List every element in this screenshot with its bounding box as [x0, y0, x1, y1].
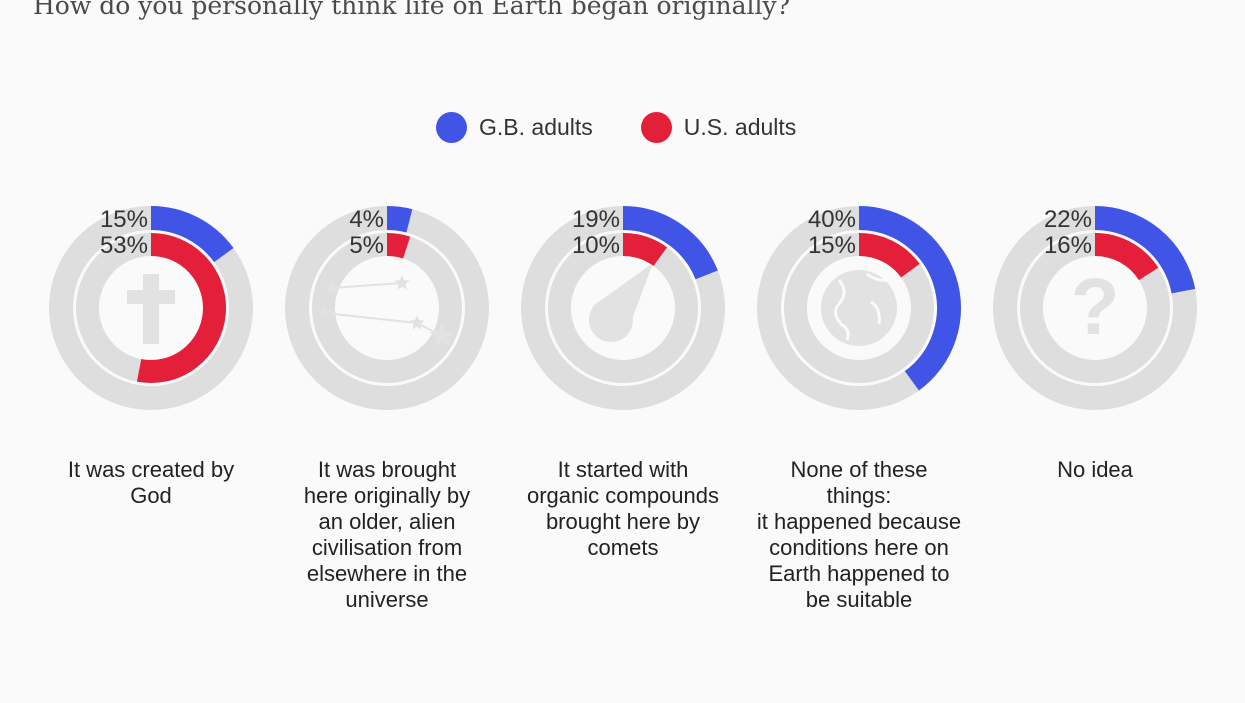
- category-label: None of these things: it happened because c…: [741, 457, 977, 613]
- comet-icon: [589, 263, 653, 342]
- donut-svg: [285, 206, 489, 410]
- category-label-line: comets: [587, 535, 659, 560]
- legend-swatch-gb: [436, 112, 467, 143]
- gb-arc: [1094, 206, 1196, 294]
- us-arc: [1094, 233, 1159, 281]
- star: [409, 315, 425, 330]
- category-label-line: It was brought: [317, 457, 457, 482]
- category-label-line: It was created by: [67, 457, 235, 482]
- category-label-line: No idea: [1057, 457, 1133, 482]
- category-label-line: an older, alien: [318, 509, 456, 534]
- category-label-line: be suitable: [805, 587, 913, 612]
- us-value-label: 15%: [807, 232, 856, 259]
- question-mark-glyph: ?: [1071, 262, 1120, 351]
- stars-lines: [324, 282, 443, 337]
- donut-svg: [757, 206, 961, 410]
- category-label-line: here originally by: [303, 483, 471, 508]
- star: [394, 275, 410, 290]
- inner-track: [312, 233, 462, 383]
- us-value-label: 5%: [349, 232, 384, 259]
- category-label-line: Earth happened to: [768, 561, 950, 586]
- question-title: How do you personally think life on Eart…: [33, 0, 791, 20]
- donut-svg: [521, 206, 725, 410]
- us-value-label: 16%: [1043, 232, 1092, 259]
- gb-arc: [622, 206, 718, 280]
- gb-arc: [386, 206, 413, 233]
- donut-svg: [49, 206, 253, 410]
- category-label-line: it happened because: [756, 509, 962, 534]
- category-label-line: things:: [826, 483, 892, 508]
- cross-horizontal: [127, 290, 175, 304]
- globe-icon: [821, 270, 897, 346]
- legend-item-gb: G.B. adults: [436, 112, 593, 143]
- cross-icon: [127, 274, 175, 344]
- question-mark-icon: ?: [1071, 262, 1120, 351]
- legend-swatch-us: [640, 112, 672, 143]
- comet-tail: [593, 263, 653, 338]
- us-arc: [386, 233, 411, 259]
- category-label-line: organic compounds: [526, 483, 719, 508]
- globe-circle: [821, 270, 897, 346]
- category-label-line: None of these: [790, 457, 928, 482]
- us-arc: [622, 233, 668, 267]
- gb-value-label: 19%: [571, 206, 620, 233]
- gb-value-label: 22%: [1043, 206, 1092, 233]
- legend-label-us: U.S. adults: [683, 114, 797, 140]
- stars-icon: [317, 275, 455, 347]
- star: [429, 323, 455, 347]
- category-label: It started with organic compounds brought …: [505, 457, 741, 561]
- category-label: It was created by God: [33, 457, 269, 509]
- category-label: No idea: [977, 457, 1213, 483]
- category-label-line: elsewhere in the: [306, 561, 468, 586]
- category-label-line: brought here by: [545, 509, 701, 534]
- category-label-line: universe: [345, 587, 429, 612]
- us-value-label: 53%: [99, 232, 148, 259]
- star: [324, 280, 340, 295]
- us-arc: [136, 233, 226, 383]
- category-label-line: God: [130, 483, 172, 508]
- us-arc: [858, 233, 920, 278]
- legend-item-us: U.S. adults: [640, 112, 797, 143]
- gb-value-label: 15%: [99, 206, 148, 233]
- us-value-label: 10%: [571, 232, 620, 259]
- cross-vertical: [143, 274, 159, 344]
- gb-arc: [150, 206, 234, 263]
- star: [317, 305, 333, 320]
- category-label-line: It started with: [557, 457, 689, 482]
- category-label: It was brought here originally by an older…: [269, 457, 505, 613]
- gb-value-label: 4%: [349, 206, 384, 233]
- legend: G.B. adults U.S. adults: [436, 112, 796, 143]
- category-label-line: conditions here on: [769, 535, 949, 560]
- category-label-line: civilisation from: [311, 535, 463, 560]
- legend-label-gb: G.B. adults: [479, 114, 593, 140]
- gb-arc: [858, 206, 961, 391]
- globe-lines: [834, 272, 892, 341]
- gb-value-label: 40%: [807, 206, 856, 233]
- donut-svg: ?: [993, 206, 1197, 410]
